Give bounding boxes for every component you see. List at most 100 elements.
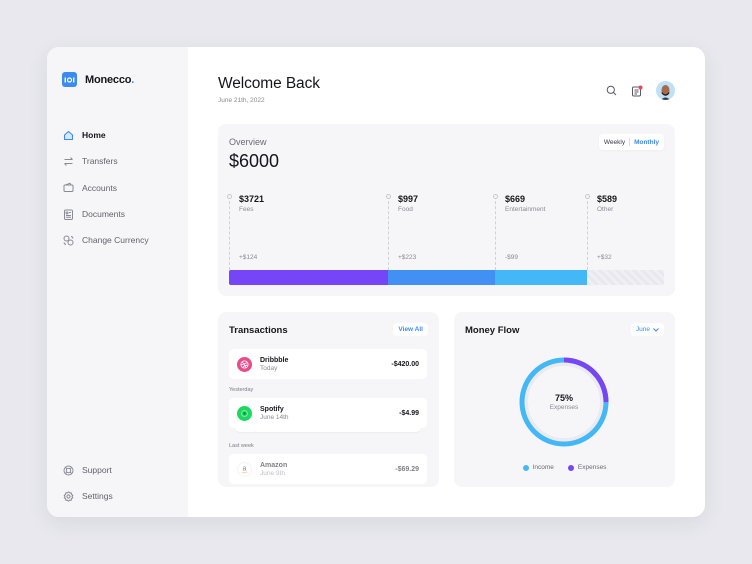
overview-label: Overview bbox=[229, 137, 267, 147]
category-divider bbox=[495, 196, 496, 270]
transaction-date: June 14th bbox=[260, 413, 289, 421]
bar-segment-entertainment[interactable] bbox=[495, 270, 587, 285]
money-flow-title: Money Flow bbox=[465, 325, 520, 336]
stacked-card-shadow bbox=[235, 426, 421, 432]
search-icon bbox=[606, 85, 616, 96]
search-button[interactable] bbox=[604, 84, 618, 98]
donut-percentage: 75% bbox=[554, 393, 573, 403]
transfer-arrows-icon bbox=[62, 155, 74, 167]
money-flow-donut-chart[interactable] bbox=[518, 356, 610, 448]
group-label-yesterday: Yesterday bbox=[229, 387, 254, 393]
svg-text:a: a bbox=[243, 466, 247, 473]
category-marker bbox=[385, 194, 391, 199]
category-change: +$223 bbox=[398, 254, 417, 261]
overview-total: $6000 bbox=[229, 151, 280, 171]
notifications-button[interactable] bbox=[630, 84, 644, 98]
transaction-amount: -$4.99 bbox=[399, 409, 419, 417]
toggle-divider bbox=[629, 138, 631, 146]
current-date: June 21th, 2022 bbox=[218, 97, 265, 104]
header-actions bbox=[604, 81, 675, 100]
category-name: Entertainment bbox=[505, 206, 546, 213]
bar-segment-other[interactable] bbox=[587, 270, 664, 285]
gear-icon bbox=[62, 490, 74, 502]
transaction-date: June 9th bbox=[260, 469, 285, 477]
donut-inner-track bbox=[524, 362, 604, 442]
donut-expenses-arc bbox=[519, 357, 609, 447]
brand[interactable]: Monecco. bbox=[62, 72, 134, 87]
transaction-date: Today bbox=[260, 364, 278, 372]
sidebar-item-accounts[interactable]: Accounts bbox=[62, 175, 149, 201]
group-label-last-week: Last week bbox=[229, 443, 254, 449]
transaction-amount: -$69.29 bbox=[395, 465, 419, 473]
category-name: Other bbox=[597, 206, 614, 213]
category-divider bbox=[229, 196, 230, 270]
brand-name: Monecco. bbox=[85, 73, 135, 86]
category-marker bbox=[226, 194, 232, 199]
lifebuoy-icon bbox=[62, 464, 74, 476]
category-marker bbox=[492, 194, 498, 199]
category-change: +$124 bbox=[239, 254, 258, 261]
transaction-row[interactable]: a Amazon June 9th -$69.29 bbox=[229, 454, 427, 484]
category-amount: $3721 bbox=[239, 194, 265, 204]
transactions-card: Transactions View All Dribbble Today -$4… bbox=[218, 312, 439, 487]
category-change: -$99 bbox=[505, 254, 519, 261]
view-all-button[interactable]: View All bbox=[393, 323, 428, 336]
category-amount: $589 bbox=[597, 194, 618, 204]
notification-icon bbox=[632, 85, 643, 96]
overview-card: Overview $6000 Weekly Monthly $3721 Fees… bbox=[218, 124, 675, 296]
money-flow-card: Money Flow June 75% Expenses Income bbox=[454, 312, 675, 487]
bar-segment-fees[interactable] bbox=[229, 270, 388, 285]
sidebar-item-change-currency[interactable]: Change Currency bbox=[62, 227, 149, 253]
sidebar-item-transfers[interactable]: Transfers bbox=[62, 148, 149, 174]
app-window: Monecco. Home Transfers Accounts bbox=[47, 47, 705, 517]
category-amount: $669 bbox=[505, 194, 526, 204]
bar-segment-food[interactable] bbox=[388, 270, 495, 285]
donut-center-label: 75% Expenses bbox=[518, 356, 610, 448]
main-content: Welcome Back June 21th, 2022 Overview $6… bbox=[188, 47, 705, 517]
sidebar-item-documents[interactable]: Documents bbox=[62, 201, 149, 227]
transaction-row[interactable]: Spotify June 14th -$4.99 bbox=[229, 398, 427, 428]
donut-caption: Expenses bbox=[549, 404, 579, 411]
legend-label: Expenses bbox=[577, 464, 607, 471]
month-dropdown-value: June bbox=[635, 326, 650, 333]
sidebar-nav: Home Transfers Accounts Documents bbox=[62, 122, 149, 253]
category-marker bbox=[584, 194, 590, 199]
legend-item-expenses[interactable]: Expenses bbox=[567, 464, 607, 471]
user-avatar-icon bbox=[661, 85, 670, 100]
sidebar: Monecco. Home Transfers Accounts bbox=[47, 47, 188, 517]
merchant-name: Spotify bbox=[260, 405, 284, 413]
spending-breakdown-bar bbox=[229, 270, 664, 285]
legend-label: Income bbox=[532, 464, 554, 471]
page-title: Welcome Back bbox=[218, 75, 320, 92]
transactions-title: Transactions bbox=[229, 325, 288, 336]
transaction-row[interactable]: Dribbble Today -$420.00 bbox=[229, 349, 427, 379]
category-name: Food bbox=[398, 206, 413, 213]
category-divider bbox=[587, 196, 588, 270]
legend-item-income[interactable]: Income bbox=[522, 464, 554, 471]
category-change: +$32 bbox=[597, 254, 612, 261]
document-icon bbox=[62, 208, 74, 220]
chart-legend: Income Expenses bbox=[454, 464, 675, 471]
period-weekly-option[interactable]: Weekly bbox=[603, 138, 626, 146]
period-monthly-option[interactable]: Monthly bbox=[634, 138, 659, 146]
home-icon bbox=[62, 129, 74, 141]
merchant-name: Dribbble bbox=[260, 356, 289, 364]
legend-swatch-expenses bbox=[567, 464, 574, 471]
sidebar-item-support[interactable]: Support bbox=[62, 457, 113, 483]
avatar[interactable] bbox=[656, 81, 675, 100]
merchant-name: Amazon bbox=[260, 461, 288, 469]
category-divider bbox=[388, 196, 389, 270]
sidebar-item-settings[interactable]: Settings bbox=[62, 483, 113, 509]
category-name: Fees bbox=[239, 206, 254, 213]
amazon-icon: a bbox=[237, 461, 252, 477]
period-toggle: Weekly Monthly bbox=[598, 134, 664, 150]
chevron-down-icon bbox=[653, 327, 659, 332]
brand-logo-icon bbox=[62, 72, 77, 87]
sidebar-item-home[interactable]: Home bbox=[62, 122, 149, 148]
currency-exchange-icon bbox=[62, 234, 74, 246]
category-amount: $997 bbox=[398, 194, 419, 204]
wallet-icon bbox=[62, 182, 74, 194]
month-dropdown[interactable]: June bbox=[630, 323, 664, 336]
sidebar-bottom-nav: Support Settings bbox=[62, 457, 113, 510]
legend-swatch-income bbox=[522, 464, 529, 471]
